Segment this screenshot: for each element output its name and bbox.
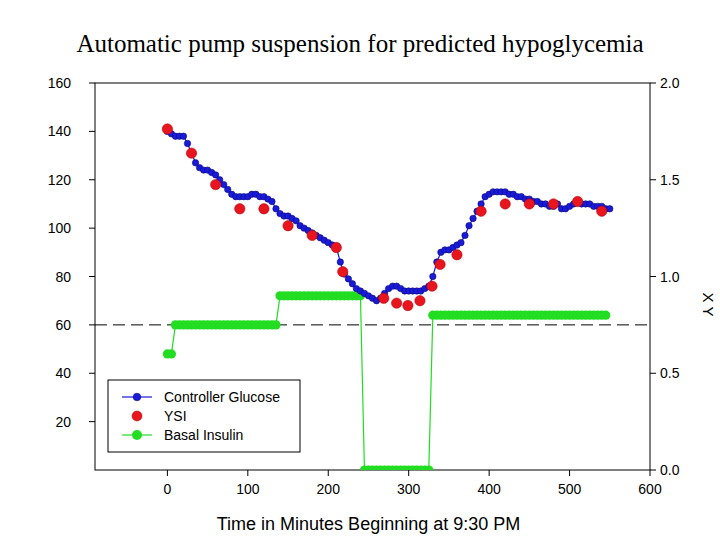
title: Automatic pump suspension for predicted …: [76, 30, 643, 57]
y-tick: [89, 83, 95, 84]
point: [271, 320, 280, 329]
y2-tick-label: 0.0: [660, 462, 680, 478]
point: [283, 221, 293, 231]
x-tick: [569, 470, 570, 476]
y-tick: [89, 421, 95, 422]
x-tick: [247, 470, 248, 476]
y2-tick-label: 2.0: [660, 75, 680, 91]
point: [427, 281, 437, 291]
y-tick: [89, 228, 95, 229]
point: [500, 199, 510, 209]
y2-tick-label: 1.0: [660, 269, 680, 285]
point: [235, 204, 245, 214]
point: [476, 206, 486, 216]
legend-marker: [132, 430, 142, 440]
x-tick-label: 0: [163, 481, 171, 497]
y2-tick: [650, 276, 656, 277]
point: [180, 133, 186, 139]
x-tick-label: 400: [477, 481, 501, 497]
point: [337, 259, 343, 265]
legend-marker: [132, 411, 142, 421]
legend-label: YSI: [164, 408, 187, 424]
y-tick: [89, 276, 95, 277]
point: [462, 232, 468, 238]
point: [524, 199, 534, 209]
legend-marker: [133, 393, 141, 401]
point: [210, 179, 220, 189]
x-axis-label: Time in Minutes Beginning at 9:30 PM: [217, 514, 521, 534]
y2-tick-label: 1.5: [660, 172, 680, 188]
legend-label: Basal Insulin: [164, 427, 243, 443]
point: [452, 250, 462, 260]
point: [424, 465, 433, 470]
point: [162, 124, 172, 134]
point: [415, 295, 425, 305]
point: [435, 259, 445, 269]
legend-label: Controller Glucose: [164, 389, 280, 405]
plot-frame: [95, 83, 650, 470]
y-tick: [89, 131, 95, 132]
point: [466, 223, 472, 229]
point: [470, 215, 476, 221]
point: [548, 199, 558, 209]
x-tick-label: 200: [317, 481, 341, 497]
y-tick-label: 20: [55, 414, 71, 430]
point: [331, 242, 341, 252]
x-tick: [167, 470, 168, 476]
x-tick: [328, 470, 329, 476]
point: [184, 140, 190, 146]
y-tick-label: 140: [48, 123, 72, 139]
y-tick-label: 160: [48, 75, 72, 91]
y2-tick: [650, 179, 656, 180]
point: [601, 311, 610, 320]
plot-marks: [95, 124, 650, 470]
y-tick-label: 120: [48, 172, 72, 188]
x-tick: [650, 470, 651, 476]
x-tick: [489, 470, 490, 476]
point: [458, 239, 464, 245]
x-tick-label: 600: [638, 481, 662, 497]
y2-tick: [650, 373, 656, 374]
x-tick: [408, 470, 409, 476]
point: [269, 198, 275, 204]
legend: Controller Glucose YSI Basal Insulin: [108, 380, 300, 452]
point: [186, 148, 196, 158]
legend-box: [108, 380, 300, 452]
point: [391, 298, 401, 308]
y2-tick-label: 0.5: [660, 365, 680, 381]
point: [430, 273, 436, 279]
y-tick-label: 60: [55, 317, 71, 333]
series-line: [167, 131, 609, 300]
y-tick-label: 80: [55, 269, 71, 285]
point: [307, 230, 317, 240]
x-tick-label: 100: [236, 481, 260, 497]
point: [572, 196, 582, 206]
y-tick: [89, 179, 95, 180]
y-tick: [89, 373, 95, 374]
chart: Automatic pump suspension for predicted …: [0, 0, 720, 540]
x-tick-label: 300: [397, 481, 421, 497]
point: [379, 293, 389, 303]
y2-axis-label: X Y: [700, 293, 717, 317]
y2-tick: [650, 470, 656, 471]
point: [607, 206, 613, 212]
point: [597, 206, 607, 216]
point: [167, 349, 176, 358]
y2-tick: [650, 83, 656, 84]
point: [338, 266, 348, 276]
y-tick: [89, 324, 95, 325]
point: [259, 204, 269, 214]
x-tick-label: 500: [558, 481, 582, 497]
point: [403, 300, 413, 310]
y-tick-label: 40: [55, 365, 71, 381]
y-tick-label: 100: [48, 220, 72, 236]
